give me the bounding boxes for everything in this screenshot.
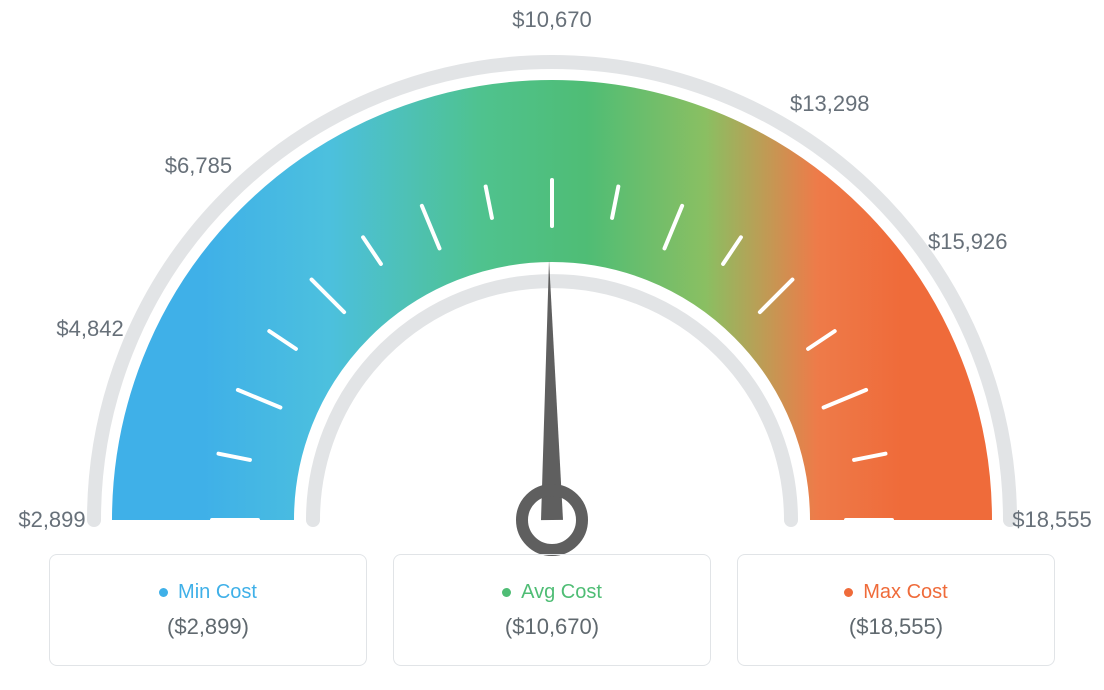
gauge-scale-label: $15,926: [928, 229, 1008, 255]
gauge-scale-label: $18,555: [1012, 507, 1092, 533]
gauge-scale-label: $4,842: [56, 316, 123, 342]
card-value: ($2,899): [167, 614, 249, 640]
card-title-row: Max Cost: [844, 581, 947, 604]
max-cost-card: Max Cost ($18,555): [737, 554, 1055, 666]
summary-cards: Min Cost ($2,899) Avg Cost ($10,670) Max…: [49, 554, 1055, 666]
card-title-row: Avg Cost: [502, 581, 602, 604]
card-title: Avg Cost: [521, 581, 602, 604]
card-title: Min Cost: [178, 581, 257, 604]
gauge-scale-label: $10,670: [512, 7, 592, 33]
avg-cost-card: Avg Cost ($10,670): [393, 554, 711, 666]
min-cost-card: Min Cost ($2,899): [49, 554, 367, 666]
card-value: ($10,670): [505, 614, 599, 640]
card-value: ($18,555): [849, 614, 943, 640]
gauge-scale-label: $2,899: [18, 507, 85, 533]
card-title: Max Cost: [863, 581, 947, 604]
dot-icon: [159, 588, 168, 597]
gauge-scale-label: $13,298: [790, 91, 870, 117]
dot-icon: [844, 588, 853, 597]
gauge-scale-label: $6,785: [165, 153, 232, 179]
cost-gauge: $2,899 $4,842 $6,785 $10,670 $13,298 $15,926 $…: [0, 0, 1104, 540]
dot-icon: [502, 588, 511, 597]
card-title-row: Min Cost: [159, 581, 257, 604]
gauge-svg: [0, 0, 1104, 560]
